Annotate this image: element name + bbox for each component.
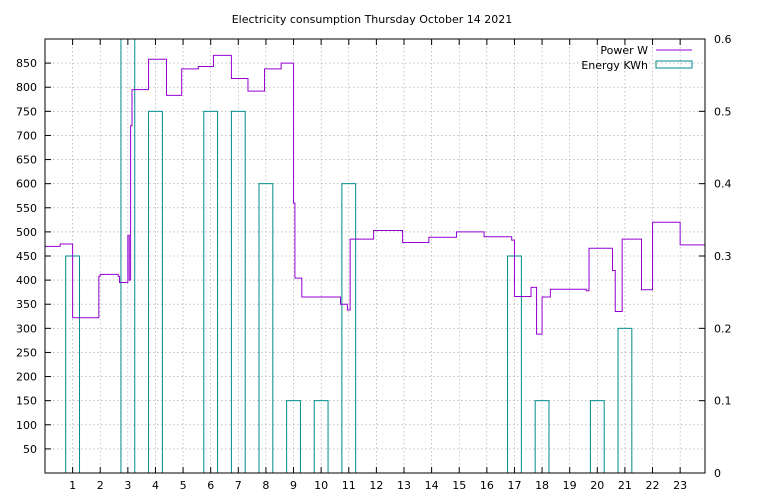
y-tick-label: 300 [16, 322, 37, 335]
y-tick-label: 700 [16, 129, 37, 142]
x-tick-labels: 1 2 3 4 5 6 7 8 9 10 11 12 13 14 15 16 17 18 19 20 21 22 23 [69, 479, 687, 492]
x-tick-label: 11 [342, 479, 356, 492]
grid [45, 39, 705, 473]
power-line [45, 54, 705, 335]
x-tick-label: 12 [369, 479, 383, 492]
x-tick-label: 21 [618, 479, 632, 492]
y2-tick-label: 0.4 [714, 178, 732, 191]
y-tick-label: 350 [16, 298, 37, 311]
x-tick-label: 9 [290, 479, 297, 492]
x-tick-label: 2 [97, 479, 104, 492]
legend-swatch-energy [655, 60, 693, 69]
y-tick-label: 50 [23, 443, 37, 456]
y-tick-label: 800 [16, 81, 37, 94]
x-tick-label: 7 [235, 479, 242, 492]
y-tick-label: 400 [16, 274, 37, 287]
x-tick-label: 18 [535, 479, 549, 492]
x-tick-label: 20 [590, 479, 604, 492]
x-tick-label: 10 [314, 479, 328, 492]
y-tick-label: 450 [16, 250, 37, 263]
legend-label-energy: Energy KWh [581, 59, 648, 72]
x-tick-label: 3 [124, 479, 131, 492]
y-tick-label: 150 [16, 395, 37, 408]
y2-tick-label: 0.6 [714, 33, 732, 46]
x-tick-label: 5 [180, 479, 187, 492]
y-tick-label: 500 [16, 226, 37, 239]
y-tick-label: 850 [16, 57, 37, 70]
x-tick-label: 4 [152, 479, 159, 492]
y2-tick-labels: 0 0.1 0.2 0.3 0.4 0.5 0.6 [714, 33, 732, 480]
tick-marks [45, 38, 705, 474]
chart-title: Electricity consumption Thursday October… [232, 13, 513, 26]
y-tick-label: 250 [16, 346, 37, 359]
x-tick-label: 16 [480, 479, 494, 492]
x-tick-label: 6 [207, 479, 214, 492]
y2-tick-label: 0.5 [714, 105, 732, 118]
x-tick-label: 17 [507, 479, 521, 492]
y2-tick-label: 0.2 [714, 322, 732, 335]
y-tick-label: 600 [16, 178, 37, 191]
y2-tick-label: 0.3 [714, 250, 732, 263]
y-tick-label: 650 [16, 154, 37, 167]
x-tick-label: 13 [397, 479, 411, 492]
y-tick-label: 100 [16, 419, 37, 432]
x-tick-label: 19 [563, 479, 577, 492]
legend: Power W Energy KWh [581, 44, 693, 72]
x-tick-label: 14 [425, 479, 439, 492]
y2-tick-label: 0.1 [714, 395, 732, 408]
x-tick-label: 15 [452, 479, 466, 492]
y-tick-label: 200 [16, 371, 37, 384]
x-tick-label: 1 [69, 479, 76, 492]
y2-tick-label: 0 [714, 467, 721, 480]
x-tick-label: 22 [646, 479, 660, 492]
y-tick-label: 750 [16, 105, 37, 118]
x-tick-label: 23 [673, 479, 687, 492]
legend-label-power: Power W [600, 44, 648, 57]
y-tick-label: 550 [16, 202, 37, 215]
y-tick-labels: 50 100 150 200 250 300 350 400 450 500 550 600 650 70… [16, 57, 37, 456]
x-tick-label: 8 [262, 479, 269, 492]
power-line-group [45, 54, 705, 335]
